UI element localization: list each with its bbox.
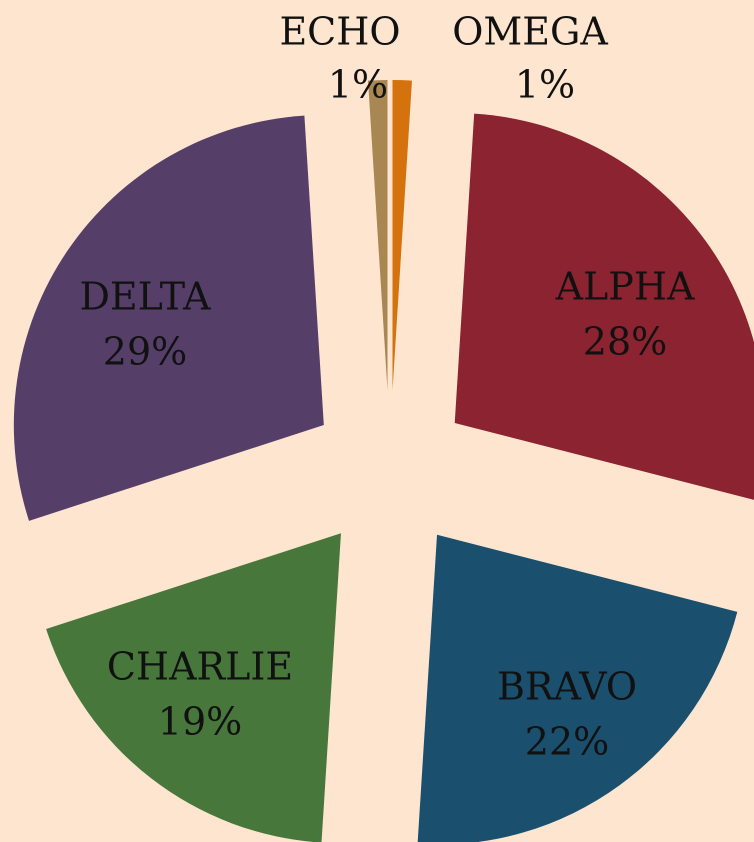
pie-slice	[13, 115, 324, 521]
slice-label: DELTA	[79, 275, 211, 319]
pie-slice	[392, 80, 412, 391]
pie-slice	[368, 80, 388, 391]
slice-value-label: 1%	[515, 63, 575, 107]
slice-value-label: 29%	[103, 330, 187, 374]
slice-value-label: 1%	[328, 63, 388, 107]
slice-value-label: 19%	[158, 700, 242, 744]
slice-label: BRAVO	[497, 665, 637, 709]
pie-slice	[46, 533, 341, 842]
slice-value-label: 22%	[525, 720, 609, 764]
pie-slice	[417, 534, 738, 842]
pie-slice	[454, 113, 754, 500]
slice-label: ALPHA	[555, 265, 695, 309]
slice-label: ECHO	[279, 10, 400, 54]
slice-value-label: 28%	[583, 320, 667, 364]
slice-label: OMEGA	[452, 10, 608, 54]
slice-label: CHARLIE	[107, 645, 293, 689]
